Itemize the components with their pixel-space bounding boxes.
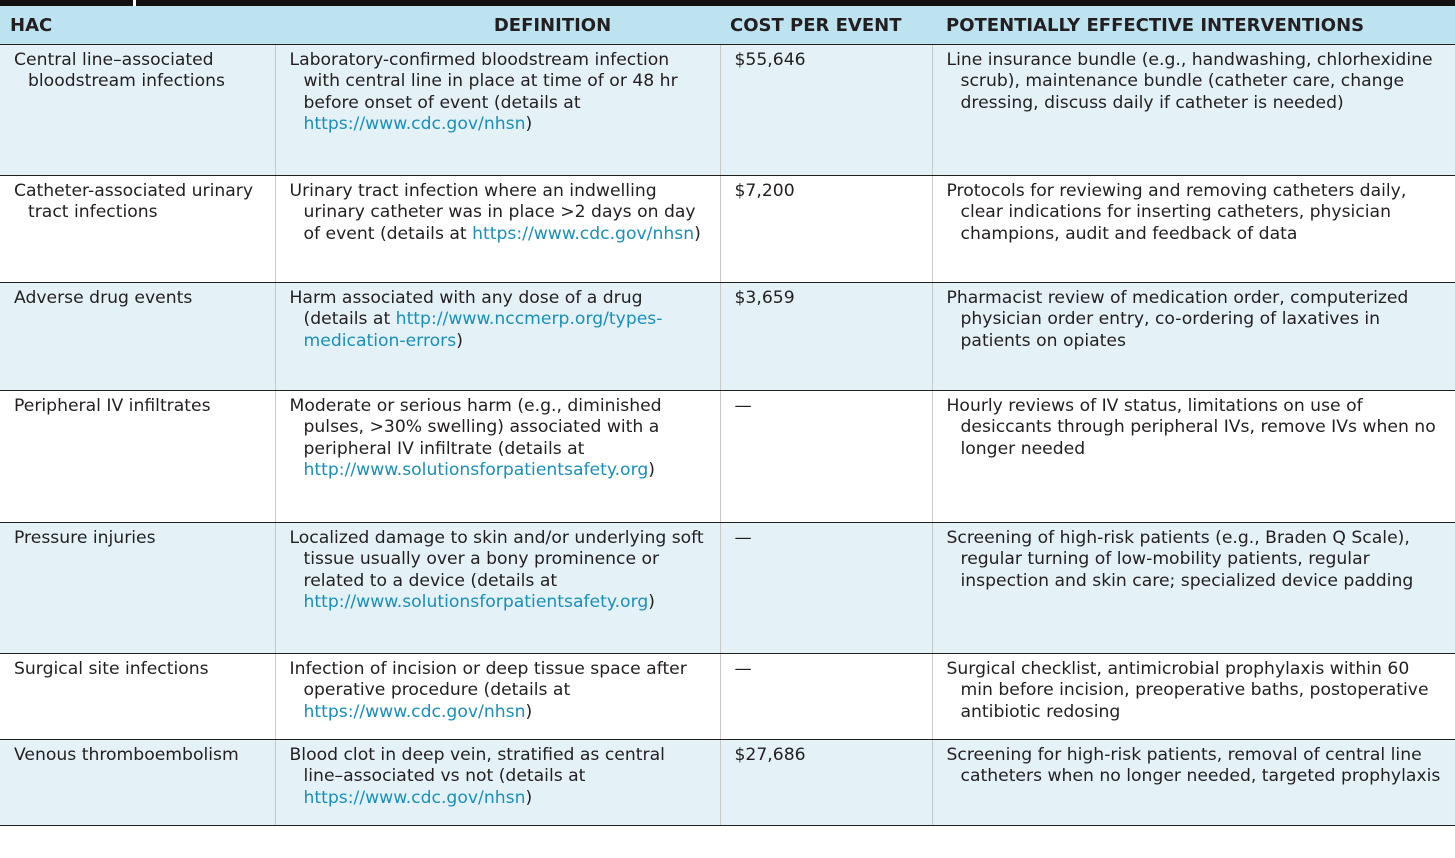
hac-cell: Venous thromboembolism <box>0 739 276 826</box>
definition-text: Harm associated with any dose of a drug … <box>290 288 710 352</box>
definition-body: Infection of incision or deep tissue spa… <box>289 659 687 701</box>
interventions-cell: Pharmacist review of medication order, c… <box>932 282 1455 391</box>
definition-cell: Urinary tract infection where an indwell… <box>275 175 721 283</box>
definition-text: Urinary tract infection where an indwell… <box>290 181 710 245</box>
hac-cell: Peripheral IV infiltrates <box>0 390 276 523</box>
header-interventions: POTENTIALLY EFFECTIVE INTERVENTIONS <box>932 6 1455 45</box>
table-row: Central line–associated bloodstream infe… <box>0 44 1455 176</box>
definition-close: ) <box>525 701 533 722</box>
cost-cell: $7,200 <box>720 175 933 283</box>
definition-text: Laboratory-confirmed bloodstream infecti… <box>290 50 710 136</box>
cost-value: — <box>734 396 752 416</box>
definition-text: Localized damage to skin and/or underlyi… <box>290 528 710 614</box>
cost-value: — <box>734 659 752 679</box>
interventions-text: Protocols for reviewing and removing cat… <box>946 181 1407 244</box>
hac-text: Central line–associated bloodstream infe… <box>14 50 225 92</box>
definition-cell: Infection of incision or deep tissue spa… <box>275 653 721 740</box>
table-row: Surgical site infections Infection of in… <box>0 653 1455 740</box>
hac-cell: Adverse drug events <box>0 282 276 391</box>
interventions-cell: Line insurance bundle (e.g., handwashing… <box>932 44 1455 176</box>
definition-cell: Localized damage to skin and/or underlyi… <box>275 522 721 654</box>
hac-text: Surgical site infections <box>14 659 209 679</box>
cost-cell: — <box>720 522 933 654</box>
interventions-text: Surgical checklist, antimicrobial prophy… <box>946 659 1429 722</box>
interventions-text: Screening for high-risk patients, remova… <box>946 745 1441 787</box>
table-row: Pressure injuries Localized damage to sk… <box>0 522 1455 654</box>
definition-body: Moderate or serious harm (e.g., diminish… <box>289 396 662 459</box>
header-definition: DEFINITION <box>275 6 720 45</box>
interventions-cell: Hourly reviews of IV status, limitations… <box>932 390 1455 523</box>
definition-close: ) <box>694 223 701 244</box>
interventions-cell: Protocols for reviewing and removing cat… <box>932 175 1455 283</box>
cost-cell: $3,659 <box>720 282 933 391</box>
definition-body: Harm associated with any dose of a drug … <box>289 288 643 330</box>
cost-value: $27,686 <box>734 745 806 765</box>
definition-link[interactable]: https://www.cdc.gov/nhsn <box>472 223 695 244</box>
interventions-cell: Surgical checklist, antimicrobial prophy… <box>932 653 1455 740</box>
interventions-text: Screening of high-risk patients (e.g., B… <box>946 528 1414 591</box>
hac-text: Venous thromboembolism <box>14 745 239 765</box>
cost-cell: $55,646 <box>720 44 933 176</box>
header-row: HAC DEFINITION COST PER EVENT POTENTIALL… <box>0 6 1455 45</box>
interventions-cell: Screening of high-risk patients (e.g., B… <box>932 522 1455 654</box>
definition-body: Localized damage to skin and/or underlyi… <box>289 528 704 591</box>
hac-cell: Pressure injuries <box>0 522 276 654</box>
hac-text: Pressure injuries <box>14 528 156 548</box>
interventions-text: Hourly reviews of IV status, limitations… <box>946 396 1436 459</box>
definition-link[interactable]: http://www.nccmerp.org/types-medication-… <box>303 309 663 351</box>
definition-cell: Moderate or serious harm (e.g., diminish… <box>275 390 721 523</box>
header-hac: HAC <box>0 6 275 45</box>
cost-cell: $27,686 <box>720 739 933 826</box>
interventions-text: Pharmacist review of medication order, c… <box>946 288 1409 351</box>
definition-text: Moderate or serious harm (e.g., diminish… <box>290 396 710 482</box>
definition-link[interactable]: http://www.solutionsforpatientsafety.org <box>303 460 649 481</box>
interventions-cell: Screening for high-risk patients, remova… <box>932 739 1455 826</box>
hac-text: Peripheral IV infiltrates <box>14 396 211 416</box>
cost-value: $7,200 <box>734 181 795 201</box>
definition-link[interactable]: https://www.cdc.gov/nhsn <box>303 114 526 135</box>
header-cost: COST PER EVENT <box>720 6 932 45</box>
cost-value: $55,646 <box>734 50 806 70</box>
cost-cell: — <box>720 390 933 523</box>
hac-text: Adverse drug events <box>14 288 193 308</box>
top-rule <box>0 0 1455 6</box>
definition-link[interactable]: http://www.solutionsforpatientsafety.org <box>303 592 649 613</box>
definition-body: Laboratory-confirmed bloodstream infecti… <box>289 50 678 113</box>
definition-text: Blood clot in deep vein, stratified as c… <box>290 745 710 809</box>
interventions-text: Line insurance bundle (e.g., handwashing… <box>946 50 1433 113</box>
hac-cell: Central line–associated bloodstream infe… <box>0 44 276 176</box>
hac-table: HAC DEFINITION COST PER EVENT POTENTIALL… <box>0 6 1455 826</box>
cost-value: — <box>734 528 752 548</box>
definition-cell: Harm associated with any dose of a drug … <box>275 282 721 391</box>
cost-cell: — <box>720 653 933 740</box>
definition-close: ) <box>648 592 655 613</box>
definition-body: Urinary tract infection where an indwell… <box>289 181 696 244</box>
definition-cell: Laboratory-confirmed bloodstream infecti… <box>275 44 721 176</box>
definition-close: ) <box>525 787 533 808</box>
table-row: Catheter-associated urinary tract infect… <box>0 175 1455 283</box>
definition-link[interactable]: https://www.cdc.gov/nhsn <box>303 701 526 722</box>
definition-close: ) <box>525 114 533 135</box>
definition-close: ) <box>648 460 655 481</box>
hac-text: Catheter-associated urinary tract infect… <box>14 181 254 223</box>
top-rule-tick <box>133 0 136 6</box>
table-row: Venous thromboembolism Blood clot in dee… <box>0 739 1455 826</box>
definition-link[interactable]: https://www.cdc.gov/nhsn <box>303 787 526 808</box>
definition-close: ) <box>456 330 463 351</box>
cost-value: $3,659 <box>734 288 795 308</box>
definition-body: Blood clot in deep vein, stratified as c… <box>289 745 665 787</box>
table-row: Peripheral IV infiltrates Moderate or se… <box>0 390 1455 523</box>
hac-cell: Catheter-associated urinary tract infect… <box>0 175 276 283</box>
hac-cell: Surgical site infections <box>0 653 276 740</box>
definition-cell: Blood clot in deep vein, stratified as c… <box>275 739 721 826</box>
definition-text: Infection of incision or deep tissue spa… <box>290 659 710 723</box>
table-row: Adverse drug events Harm associated with… <box>0 282 1455 391</box>
